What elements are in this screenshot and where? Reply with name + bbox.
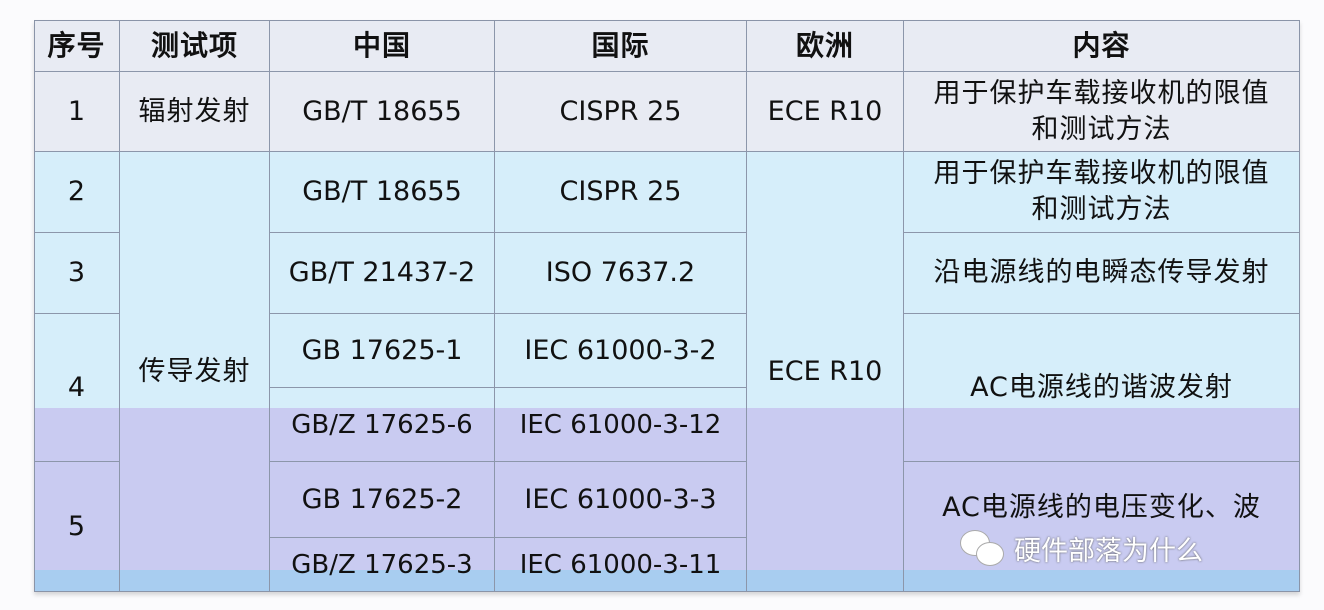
header-band — [34, 20, 1300, 152]
row1-seq: 1 — [34, 72, 120, 152]
header-seq: 序号 — [34, 20, 120, 72]
row3-seq: 3 — [34, 233, 120, 314]
row5-china-a: GB 17625-2 — [270, 462, 495, 538]
row2-seq: 2 — [34, 152, 120, 233]
bottom-band — [34, 570, 1300, 592]
header-test-item: 测试项 — [120, 20, 270, 72]
row3-china: GB/T 21437-2 — [270, 233, 495, 314]
row1-china: GB/T 18655 — [270, 72, 495, 152]
table-border — [34, 20, 1300, 592]
row1-intl: CISPR 25 — [495, 72, 747, 152]
row4-seq: 4 — [34, 314, 120, 462]
row5-intl-b: IEC 61000-3-11 — [495, 538, 747, 592]
wechat-icon — [960, 528, 1006, 568]
row4-china-b: GB/Z 17625-6 — [270, 388, 495, 462]
watermark: 硬件部落为什么 — [960, 528, 1203, 568]
row2-intl: CISPR 25 — [495, 152, 747, 233]
row4-intl-a: IEC 61000-3-2 — [495, 314, 747, 388]
header-europe: 欧洲 — [747, 20, 904, 72]
row2-content: 用于保护车载接收机的限值和测试方法 — [904, 152, 1300, 233]
row1-content: 用于保护车载接收机的限值和测试方法 — [904, 72, 1300, 152]
row5-intl-a: IEC 61000-3-3 — [495, 462, 747, 538]
row3-content: 沿电源线的电瞬态传导发射 — [904, 233, 1300, 314]
row1-item: 辐射发射 — [120, 72, 270, 152]
conducted-item: 传导发射 — [120, 152, 270, 592]
row2-china: GB/T 18655 — [270, 152, 495, 233]
lavender-band — [34, 408, 1300, 570]
row4-content: AC电源线的谐波发射 — [904, 314, 1300, 462]
row1-europe: ECE R10 — [747, 72, 904, 152]
cyan-band — [34, 152, 1300, 408]
row4-china-a: GB 17625-1 — [270, 314, 495, 388]
row4-intl-b: IEC 61000-3-12 — [495, 388, 747, 462]
row3-intl: ISO 7637.2 — [495, 233, 747, 314]
header-international: 国际 — [495, 20, 747, 72]
watermark-text: 硬件部落为什么 — [1014, 535, 1203, 567]
header-content: 内容 — [904, 20, 1300, 72]
header-china: 中国 — [270, 20, 495, 72]
